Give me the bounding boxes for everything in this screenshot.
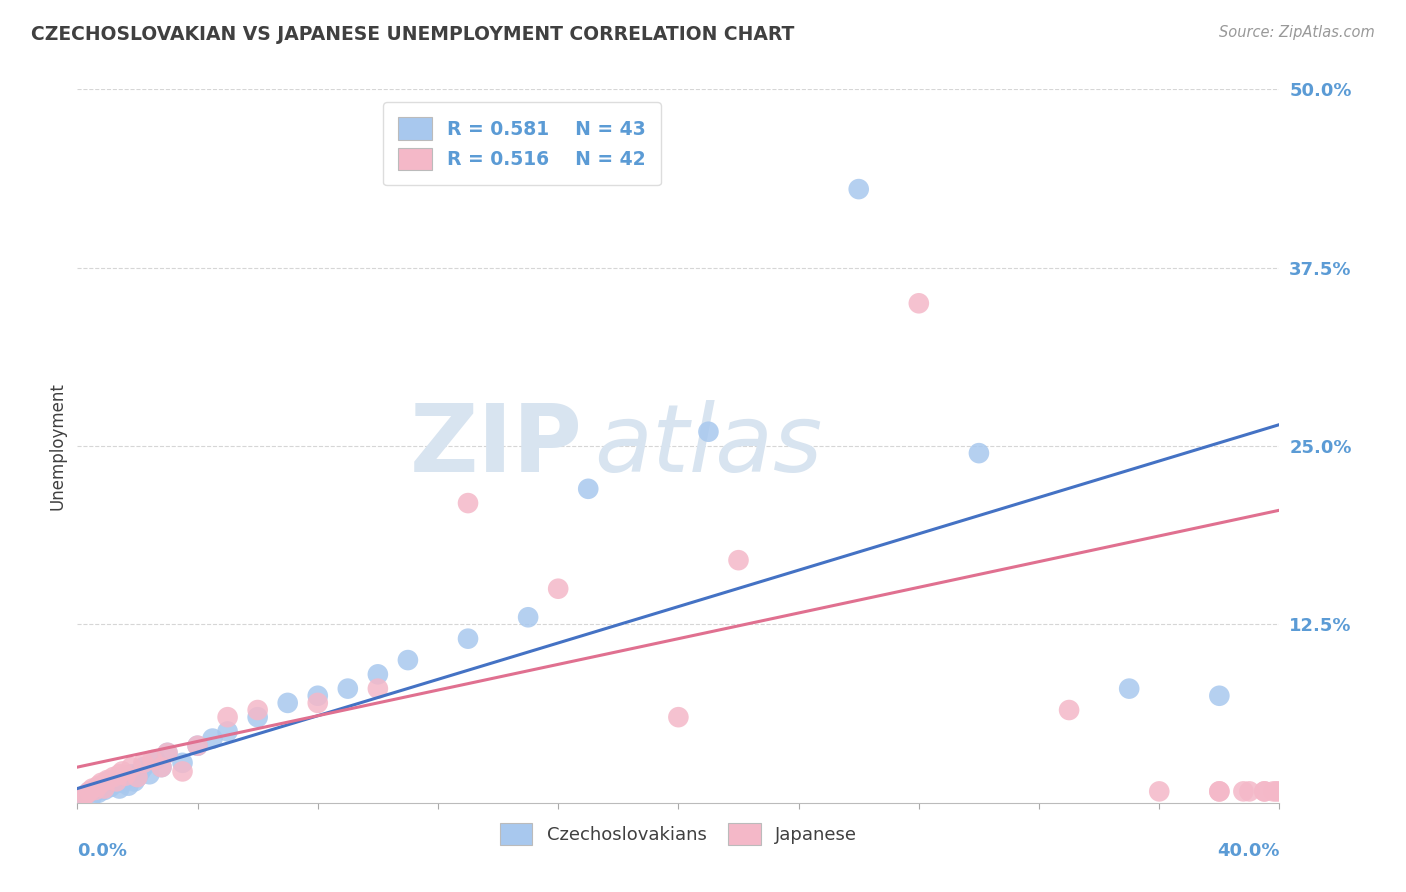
Y-axis label: Unemployment: Unemployment [48,382,66,510]
Point [217,724,239,739]
Point [307,689,329,703]
Point [141,753,163,767]
Point [1253,784,1275,798]
Point [87,779,110,793]
Point [103,770,125,784]
Point [1265,784,1288,798]
Point [120,767,142,781]
Point [848,182,870,196]
Point [72,790,94,805]
Point [111,776,134,790]
Legend: Czechoslovakians, Japanese: Czechoslovakians, Japanese [486,811,870,858]
Point [84,781,107,796]
Point [727,553,749,567]
Point [124,774,146,789]
Point [72,790,94,805]
Text: ZIP: ZIP [409,400,582,492]
Point [1239,784,1261,798]
Point [1149,784,1171,798]
Point [138,767,160,781]
Point [1208,784,1230,798]
Point [79,784,101,798]
Point [87,786,110,800]
Point [277,696,299,710]
Point [150,760,173,774]
Point [75,787,97,801]
Point [127,770,149,784]
Point [576,482,599,496]
Point [120,760,142,774]
Point [84,783,107,797]
Point [114,770,136,784]
Point [172,756,194,770]
Point [697,425,720,439]
Point [90,776,112,790]
Point [201,731,224,746]
Point [111,764,134,779]
Point [1232,784,1254,798]
Point [217,710,239,724]
Point [517,610,540,624]
Point [668,710,690,724]
Point [547,582,569,596]
Point [96,772,118,787]
Point [117,779,139,793]
Point [172,764,194,779]
Point [79,784,101,798]
Point [93,781,115,796]
Text: 40.0%: 40.0% [1218,842,1279,860]
Point [1118,681,1140,696]
Point [132,760,155,774]
Text: Source: ZipAtlas.com: Source: ZipAtlas.com [1219,25,1375,40]
Text: 0.0%: 0.0% [77,842,128,860]
Point [105,772,128,787]
Point [1268,784,1291,798]
Point [82,789,104,803]
Point [129,764,152,779]
Point [367,667,389,681]
Point [186,739,209,753]
Point [82,781,104,796]
Point [156,746,179,760]
Point [93,783,115,797]
Point [908,296,931,310]
Point [90,779,112,793]
Point [105,774,128,789]
Point [114,769,136,783]
Point [246,703,269,717]
Text: CZECHOSLOVAKIAN VS JAPANESE UNEMPLOYMENT CORRELATION CHART: CZECHOSLOVAKIAN VS JAPANESE UNEMPLOYMENT… [31,25,794,44]
Point [336,681,359,696]
Point [457,496,479,510]
Point [1208,784,1230,798]
Point [457,632,479,646]
Text: atlas: atlas [595,401,823,491]
Point [156,746,179,760]
Point [1208,689,1230,703]
Point [367,681,389,696]
Point [108,781,131,796]
Point [967,446,990,460]
Point [396,653,419,667]
Point [127,770,149,784]
Point [75,787,97,801]
Point [1253,784,1275,798]
Point [108,767,131,781]
Point [246,710,269,724]
Point [1263,784,1285,798]
Point [145,753,167,767]
Point [150,760,173,774]
Point [100,780,122,794]
Point [103,777,125,791]
Point [307,696,329,710]
Point [96,774,118,789]
Point [186,739,209,753]
Point [1057,703,1080,717]
Point [132,756,155,770]
